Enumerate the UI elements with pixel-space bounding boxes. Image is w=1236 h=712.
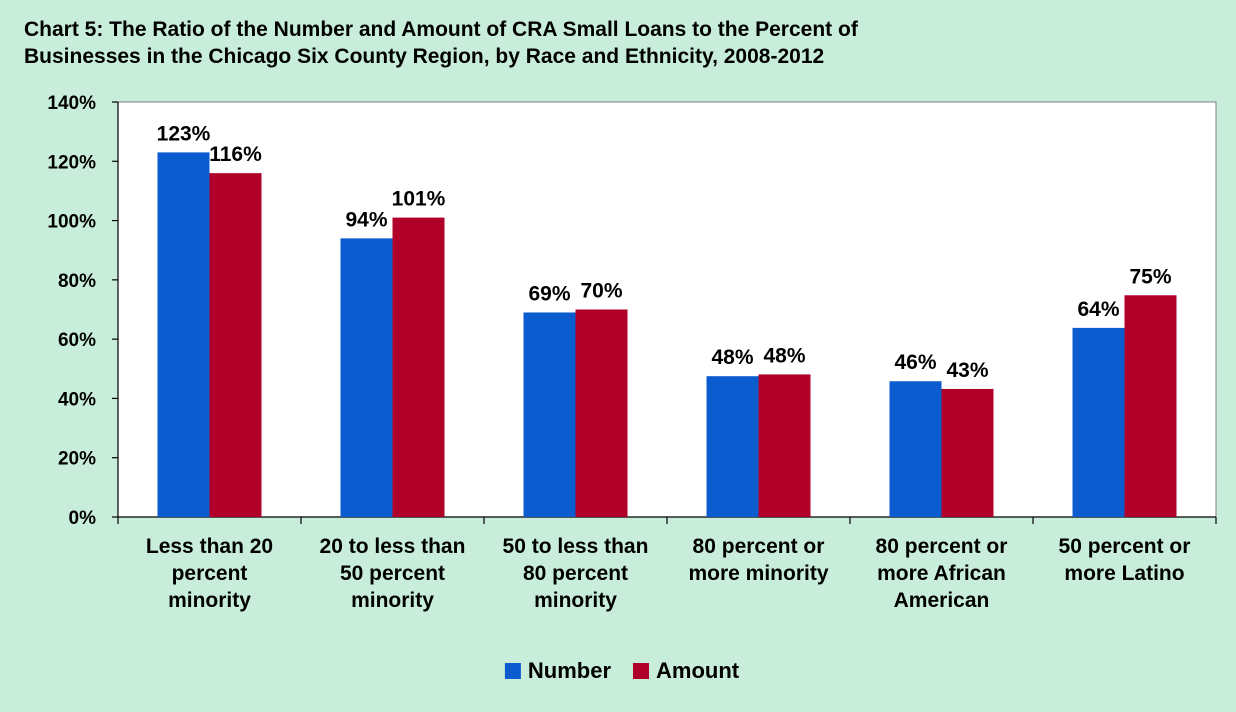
x-category-label-line: 50 percent	[340, 562, 445, 585]
y-tick-label: 20%	[58, 449, 96, 470]
bars	[157, 152, 1177, 517]
x-category-label-line: percent	[172, 562, 248, 585]
data-label-amount: 75%	[1129, 265, 1171, 288]
x-category-label: 50 percent or more Latino	[1059, 535, 1191, 585]
data-label-number: 69%	[528, 282, 570, 305]
chart-title-line-1: Chart 5: The Ratio of the Number and Amo…	[24, 18, 858, 41]
chart-title: Chart 5: The Ratio of the Number and Amo…	[24, 16, 1204, 70]
data-label-number: 123%	[157, 122, 211, 145]
x-category-label-line: minority	[168, 589, 251, 612]
legend-label-amount: Amount	[656, 658, 740, 683]
x-category-label-line: 50 to less than	[503, 535, 649, 558]
y-tick-label: 40%	[58, 389, 96, 410]
y-tick-label: 120%	[47, 152, 96, 173]
x-category-label: 80 percent or more minority	[688, 535, 828, 585]
data-label-number: 94%	[345, 208, 387, 231]
data-label-number: 64%	[1077, 298, 1119, 321]
x-category-label-line: American	[894, 589, 990, 612]
bar-amount	[392, 217, 445, 517]
x-category-label-line: minority	[351, 589, 434, 612]
x-category-label: 20 to less than 50 percent minority	[320, 535, 466, 612]
x-category-label-line: Less than 20	[146, 535, 273, 558]
x-category-label-line: more minority	[688, 562, 828, 585]
x-category-label-line: 50 percent or	[1059, 535, 1191, 558]
y-tick-label: 60%	[58, 330, 96, 351]
y-tick-label: 100%	[47, 212, 96, 233]
y-axis: 0% 20% 40% 60% 80% 100% 120% 140%	[47, 93, 119, 529]
bar-amount	[209, 173, 262, 517]
bar-amount	[1124, 295, 1177, 517]
y-tick-label: 80%	[58, 271, 96, 292]
data-label-amount: 43%	[946, 359, 988, 382]
data-label-amount: 116%	[209, 143, 262, 166]
legend: Number Amount	[504, 658, 740, 683]
x-category-label-line: 80 percent or	[876, 535, 1008, 558]
x-category-label-line: more Latino	[1064, 562, 1184, 585]
data-label-amount: 48%	[763, 344, 805, 367]
bar-amount	[941, 388, 994, 517]
x-category-label-line: 20 to less than	[320, 535, 466, 558]
bar-number	[706, 376, 759, 517]
bar-number	[889, 381, 942, 517]
bar-number	[340, 238, 393, 517]
bar-amount	[575, 309, 628, 517]
data-label-number: 48%	[711, 346, 753, 369]
x-category-label-line: minority	[534, 589, 617, 612]
bar-number	[1072, 327, 1125, 517]
x-category-label-line: 80 percent	[523, 562, 628, 585]
x-category-label: Less than 20 percent minority	[146, 535, 273, 612]
y-tick-label: 0%	[69, 508, 97, 529]
x-category-label-line: 80 percent or	[693, 535, 825, 558]
bar-number	[157, 152, 210, 517]
x-category-label-line: more African	[877, 562, 1006, 585]
legend-swatch-number	[504, 663, 521, 679]
data-label-amount: 70%	[580, 280, 622, 303]
chart-title-line-2: Businesses in the Chicago Six County Reg…	[24, 45, 825, 68]
x-category-label: 80 percent or more African American	[876, 535, 1008, 612]
bar-number	[523, 312, 576, 517]
bar-amount	[758, 374, 811, 517]
plot-area	[117, 101, 1217, 518]
legend-swatch-amount	[633, 663, 650, 679]
legend-label-number: Number	[528, 658, 612, 683]
data-label-number: 46%	[894, 351, 936, 374]
data-label-amount: 101%	[392, 188, 446, 211]
x-category-label: 50 to less than 80 percent minority	[503, 535, 649, 612]
y-tick-label: 140%	[47, 93, 96, 114]
data-labels: 123% 94% 69% 48% 46% 64% 116% 101% 70% 48% 43% 75%	[157, 122, 1172, 382]
